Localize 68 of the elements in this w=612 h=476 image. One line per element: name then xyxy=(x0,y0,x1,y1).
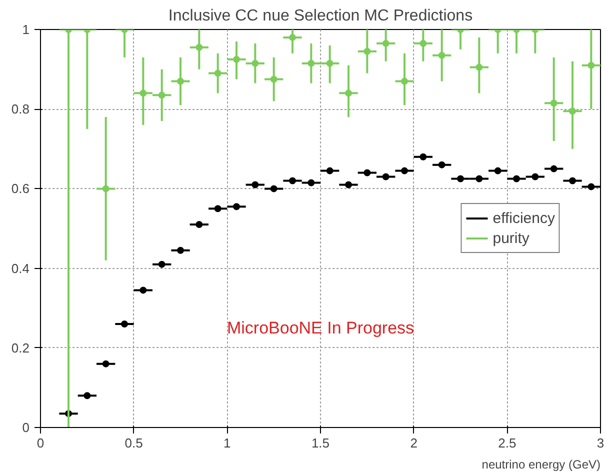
point xyxy=(140,90,147,97)
point xyxy=(102,360,110,368)
y-tick-label: 0.6 xyxy=(11,181,30,196)
point xyxy=(588,62,595,69)
y-tick-label: 0.8 xyxy=(11,102,30,117)
point xyxy=(177,78,184,85)
point xyxy=(177,246,184,254)
point xyxy=(214,205,222,212)
point xyxy=(494,167,502,174)
annotation: MicroBooNE In Progress xyxy=(226,318,414,338)
point xyxy=(345,181,352,188)
point xyxy=(326,60,334,67)
point xyxy=(289,34,296,41)
x-tick-label: 0 xyxy=(36,436,44,450)
y-tick-label: 0.2 xyxy=(11,340,30,356)
point xyxy=(270,185,278,192)
y-tick-label: 1 xyxy=(22,22,30,37)
point xyxy=(550,165,558,172)
point xyxy=(401,167,408,174)
point xyxy=(345,90,352,97)
point xyxy=(550,100,558,107)
point xyxy=(102,185,110,192)
x-tick-label: 1.5 xyxy=(311,436,330,450)
y-tick-label: 0 xyxy=(22,420,30,435)
x-tick-label: 3 xyxy=(596,436,604,450)
point xyxy=(158,260,166,268)
point xyxy=(252,60,259,67)
point xyxy=(438,52,446,59)
point xyxy=(252,181,259,188)
point xyxy=(140,286,147,294)
point xyxy=(420,40,427,47)
point xyxy=(382,173,390,180)
point xyxy=(289,177,296,184)
point xyxy=(401,78,408,85)
point xyxy=(569,177,576,184)
point xyxy=(121,320,128,328)
point xyxy=(476,64,483,71)
point xyxy=(569,108,576,115)
point xyxy=(158,92,166,99)
point xyxy=(364,169,371,176)
point xyxy=(233,203,240,210)
point xyxy=(308,60,315,67)
x-axis-title: neutrino energy (GeV) xyxy=(482,458,601,472)
x-tick-label: 2 xyxy=(410,436,418,450)
point xyxy=(233,56,240,63)
point xyxy=(476,175,483,182)
legend-label: efficiency xyxy=(492,210,555,226)
point xyxy=(196,221,203,228)
point xyxy=(438,161,446,168)
point xyxy=(588,183,595,190)
point xyxy=(457,175,464,182)
x-tick-label: 2.5 xyxy=(498,436,516,450)
point xyxy=(196,44,203,51)
x-tick-label: 0.5 xyxy=(124,436,143,450)
point xyxy=(532,173,539,180)
point xyxy=(214,70,222,77)
point xyxy=(382,40,390,47)
chart-title: Inclusive CC nue Selection MC Predictions xyxy=(168,8,473,24)
point xyxy=(270,76,278,83)
y-tick-label: 0.4 xyxy=(11,260,30,276)
point xyxy=(308,179,315,186)
point xyxy=(420,153,427,160)
x-tick-label: 1 xyxy=(224,436,231,450)
point xyxy=(326,167,334,174)
point xyxy=(513,175,520,182)
point xyxy=(364,48,371,55)
point xyxy=(84,392,91,400)
legend-label: purity xyxy=(492,230,530,246)
